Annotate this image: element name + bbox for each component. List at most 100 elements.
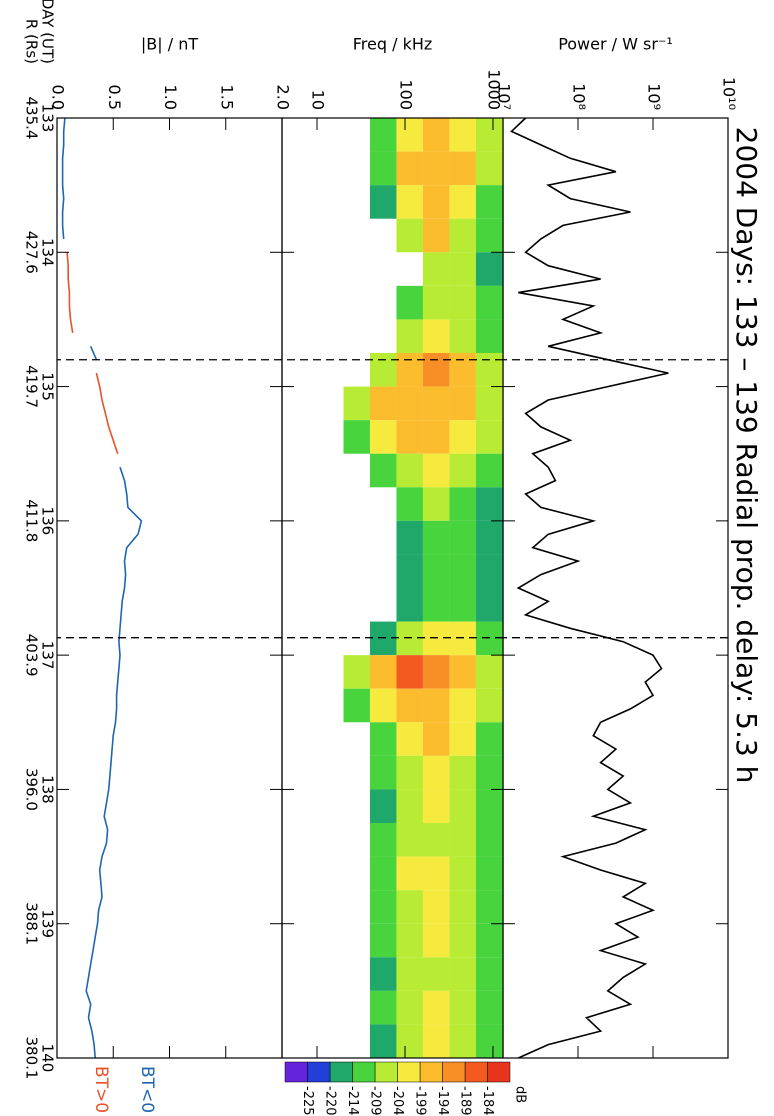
spectrogram-cell: [422, 588, 450, 622]
spectrogram-cell: [422, 520, 450, 555]
spectrogram-cell: [396, 923, 423, 958]
spectrogram-cell: [449, 520, 476, 555]
colorbar-box: [419, 1061, 443, 1083]
spectrogram-cell: [369, 118, 397, 152]
spectrogram-cell: [396, 1024, 423, 1059]
data-line: [510, 117, 669, 1059]
spectrogram-cell: [396, 353, 423, 387]
spectrogram-cell: [422, 319, 450, 353]
spectrogram-cell: [422, 990, 450, 1025]
spectrogram-cell: [369, 655, 397, 689]
spectrogram-cell: [422, 1024, 450, 1059]
spectrogram-cell: [475, 755, 503, 790]
colorbar-label: -225: [300, 1086, 315, 1116]
colorbar-box: [397, 1061, 421, 1083]
spectrogram-cell: [475, 990, 503, 1025]
spectrogram-cell: [475, 386, 503, 421]
colorbar-unit: dB: [513, 1086, 528, 1103]
y-tick-label: 1.0: [161, 85, 180, 110]
spectrogram-cell: [475, 957, 503, 991]
spectrogram-cell: [396, 856, 423, 891]
spectrogram-cell: [422, 923, 450, 958]
spectrogram-cell: [475, 1024, 503, 1059]
spectrogram-cell: [422, 856, 450, 891]
spectrogram-cell: [475, 722, 503, 756]
spectrogram-cell: [369, 789, 397, 824]
colorbar-box: [329, 1061, 353, 1083]
spectrogram-cell: [449, 319, 476, 353]
spectrogram-cell: [396, 319, 423, 353]
spectrogram-cell: [422, 453, 450, 488]
spectrogram-cell: [422, 353, 450, 387]
spectrogram-cell: [369, 353, 397, 387]
spectrogram-cell: [396, 285, 423, 320]
spectrogram-cell: [422, 420, 450, 454]
spectrogram-cell: [369, 890, 397, 924]
x-tick-label-r: 427.6: [23, 231, 41, 274]
spectrogram-cell: [449, 353, 476, 387]
colorbar-box: [284, 1061, 308, 1083]
spectrogram-cell: [422, 688, 450, 723]
rotated-figure: 2004 Days: 133 – 139 Radial prop. delay:…: [23, 0, 764, 1116]
spectrogram-cell: [475, 823, 503, 857]
x-tick-label-r: 380.1: [23, 1037, 41, 1080]
x-tick-label: 140: [39, 1044, 57, 1073]
spectrogram-cell: [449, 789, 476, 824]
x-tick-label-r: 403.9: [23, 634, 41, 677]
colorbar-box: [352, 1061, 376, 1083]
colorbar-label: -199: [413, 1086, 428, 1116]
colorbar-label: -220: [323, 1086, 338, 1116]
y-tick-label: 10¹⁰: [720, 77, 739, 110]
spectrogram-cell: [396, 621, 423, 656]
spectrogram-cell: [422, 957, 450, 991]
colorbar-box: [487, 1061, 511, 1083]
colorbar-label: -209: [368, 1086, 383, 1116]
data-line: [66, 252, 119, 454]
colorbar-box: [374, 1061, 398, 1083]
spectrogram-cell: [396, 722, 423, 756]
spectrogram-cell: [422, 755, 450, 790]
spectrogram-cell: [369, 688, 397, 723]
spectrogram-cell: [422, 285, 450, 320]
spectrogram-cell: [369, 1024, 397, 1059]
spectrogram-cell: [449, 890, 476, 924]
spectrogram-cell: [449, 218, 476, 253]
spectrogram-cell: [369, 856, 397, 891]
spectrogram-cell: [449, 621, 476, 656]
spectrogram-cell: [396, 151, 423, 186]
spectrogram-cell: [475, 285, 503, 320]
spectrogram-cell: [343, 420, 370, 454]
x-axis-label-r: R (Rs): [23, 19, 41, 64]
x-tick-label-r: 435.4: [23, 97, 41, 140]
spectrogram-cell: [396, 655, 423, 689]
spectrogram-cell: [396, 789, 423, 824]
spectrogram-cell: [449, 856, 476, 891]
spectrogram-cell: [475, 151, 503, 186]
data-line: [61, 117, 143, 1059]
spectrogram-cell: [396, 688, 423, 723]
spectrogram-cell: [422, 487, 450, 521]
spectrogram-cell: [369, 823, 397, 857]
spectrogram-cell: [422, 151, 450, 186]
spectrogram-cell: [369, 990, 397, 1025]
x-tick-label-r: 388.1: [23, 902, 41, 945]
x-tick-label-r: 419.7: [23, 365, 41, 408]
y-tick-label: 10⁸: [570, 83, 589, 110]
y-tick-label: 10⁹: [645, 83, 664, 110]
y-tick-label: 0.5: [105, 85, 124, 110]
y-tick-label: 10: [309, 90, 328, 110]
spectrogram-cell: [475, 588, 503, 622]
spectrogram-cell: [422, 655, 450, 689]
colorbar-box: [442, 1061, 466, 1083]
spectrogram-cell: [343, 655, 370, 689]
spectrogram-cell: [449, 722, 476, 756]
spectrogram-cell: [449, 118, 476, 152]
y-axis-label: |B| / nT: [141, 35, 198, 54]
x-tick-label: 137: [39, 641, 57, 670]
spectrogram-cell: [396, 218, 423, 253]
y-axis-label: Freq / kHz: [353, 35, 433, 54]
spectrogram-cell: [396, 957, 423, 991]
spectrogram-cell: [475, 856, 503, 891]
spectrogram-cell: [449, 823, 476, 857]
spectrogram-cell: [369, 420, 397, 454]
